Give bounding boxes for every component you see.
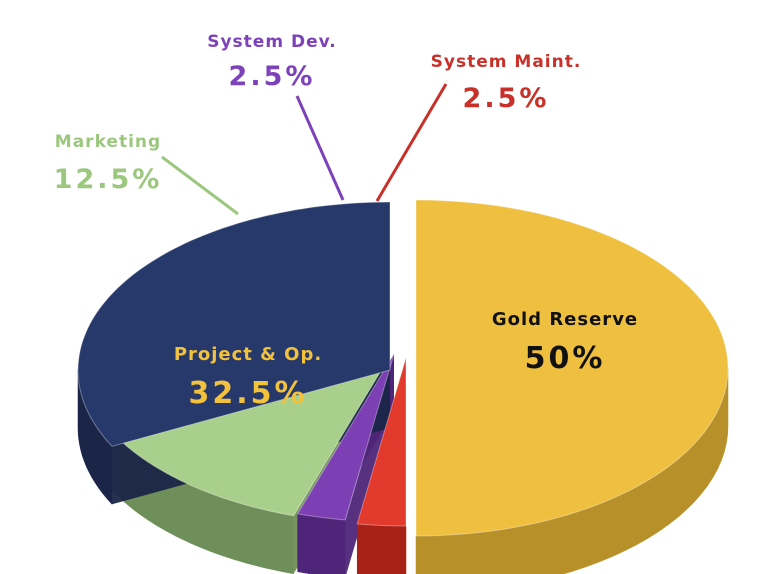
slice-label-project-op: Project & Op. xyxy=(174,344,322,365)
slice-value-system-dev: 2.5% xyxy=(229,61,316,92)
pie-slice-system-dev xyxy=(296,353,395,521)
pie-side-project-op xyxy=(77,369,113,505)
slice-value-marketing: 12.5% xyxy=(54,164,163,195)
pie-slice-gold-reserve xyxy=(415,199,729,537)
slice-label-gold-reserve: Gold Reserve xyxy=(492,309,638,330)
slice-label-system-maint: System Maint. xyxy=(431,52,582,72)
slice-value-project-op: 32.5% xyxy=(188,376,307,411)
leader-line-system-maint xyxy=(375,83,448,202)
slice-value-gold-reserve: 50% xyxy=(525,341,606,376)
slice-label-marketing: Marketing xyxy=(55,132,161,152)
slice-value-system-maint: 2.5% xyxy=(463,83,550,114)
slice-label-system-dev: System Dev. xyxy=(207,32,337,52)
pie-slice-marketing xyxy=(111,355,392,517)
leader-line-marketing xyxy=(161,155,239,216)
leader-line-system-dev xyxy=(295,95,345,201)
pie-slice-system-maint xyxy=(356,357,407,527)
pie-slice-project-op xyxy=(77,201,391,447)
